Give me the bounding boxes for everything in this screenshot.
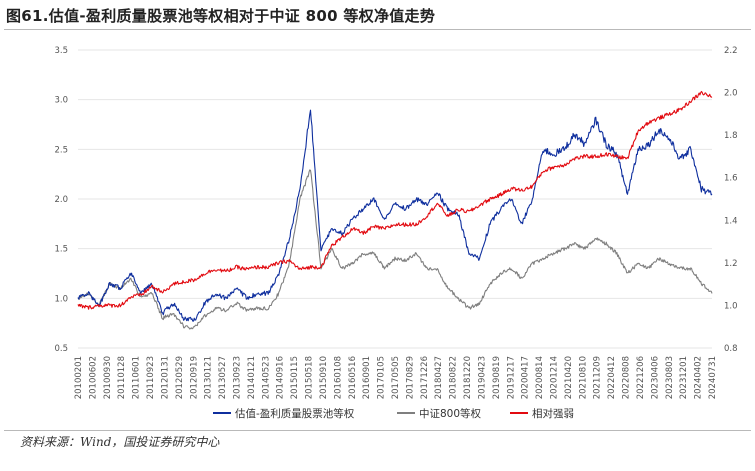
right-tick-label: 2.0 (724, 89, 738, 99)
x-tick-label: 20170505 (391, 356, 401, 399)
title-divider (4, 29, 751, 30)
right-tick-label: 1.2 (724, 259, 738, 269)
x-tick-label: 20170829 (405, 356, 415, 399)
x-tick-label: 20180822 (449, 356, 459, 399)
x-tick-label: 20120919 (189, 356, 199, 399)
x-tick-label: 20150115 (290, 356, 300, 399)
left-tick-label: 3.0 (54, 96, 68, 106)
left-tick-label: 2.5 (54, 145, 68, 155)
x-tick-label: 20190423 (477, 356, 487, 399)
x-tick-label: 20180427 (434, 356, 444, 399)
x-tick-label: 20230406 (650, 356, 660, 399)
source-divider (4, 430, 751, 431)
x-tick-label: 20100930 (103, 356, 113, 399)
x-tick-label: 20140523 (261, 356, 271, 399)
x-tick-label: 20160108 (333, 356, 343, 399)
x-tick-label: 20150910 (319, 356, 329, 399)
x-tick-label: 20240731 (708, 356, 718, 399)
right-tick-label: 0.8 (724, 344, 738, 354)
right-tick-label: 1.4 (724, 216, 738, 226)
x-tick-label: 20190819 (492, 356, 502, 399)
right-tick-label: 1.6 (724, 174, 738, 184)
left-tick-label: 3.5 (54, 46, 68, 56)
x-tick-label: 20170105 (377, 356, 387, 399)
x-tick-label: 20120529 (175, 356, 185, 399)
x-tick-label: 20160516 (348, 356, 358, 399)
x-tick-label: 20140916 (276, 356, 286, 399)
x-axis-ticks: 20100201 20100602 20100930 20110128 20110601… (74, 356, 718, 399)
legend-label-1: 中证800等权 (419, 407, 482, 420)
x-tick-label: 20130121 (204, 356, 214, 399)
x-tick-label: 20120131 (160, 356, 170, 399)
x-tick-label: 20220808 (622, 356, 632, 399)
legend-label-2: 相对强弱 (532, 407, 574, 420)
x-tick-label: 20140121 (247, 356, 257, 399)
x-tick-label: 20110128 (117, 356, 127, 399)
x-tick-label: 20110601 (132, 356, 142, 399)
chart-title: 图61.估值-盈利质量股票池等权相对于中证 800 等权净值走势 (6, 7, 436, 25)
right-tick-label: 2.2 (724, 46, 738, 56)
x-tick-label: 20110923 (146, 356, 156, 399)
grid-lines (78, 49, 712, 349)
x-tick-label: 20160901 (362, 356, 372, 399)
x-tick-label: 20220412 (607, 356, 617, 399)
left-axis-ticks: 0.5 1.0 1.5 2.0 2.5 3.0 3.5 (54, 46, 68, 354)
x-tick-label: 20200814 (535, 356, 545, 399)
left-tick-label: 2.0 (54, 195, 68, 205)
right-axis-ticks: 0.8 1.0 1.2 1.4 1.6 1.8 2.0 2.2 (724, 46, 738, 354)
series-line-2 (77, 90, 713, 310)
x-tick-label: 20150518 (305, 356, 315, 399)
left-tick-label: 1.0 (54, 294, 68, 304)
legend: 估值-盈利质量股票池等权 中证800等权 相对强弱 (213, 407, 574, 420)
left-tick-label: 0.5 (54, 344, 68, 354)
x-tick-label: 20100201 (74, 356, 84, 399)
left-tick-label: 1.5 (54, 245, 68, 255)
x-tick-label: 20221206 (636, 356, 646, 399)
x-tick-label: 20231201 (679, 356, 689, 399)
legend-label-0: 估值-盈利质量股票池等权 (235, 407, 355, 420)
right-tick-label: 1.0 (724, 301, 738, 311)
x-tick-label: 20240402 (694, 356, 704, 399)
series-lines (77, 90, 713, 330)
source-note: 资料来源：Wind，国投证券研究中心 (20, 435, 220, 449)
x-tick-label: 20201214 (550, 356, 560, 399)
x-tick-label: 20181220 (463, 356, 473, 399)
x-tick-label: 20210810 (578, 356, 588, 399)
series-line-0 (77, 109, 713, 322)
series-line-1 (77, 169, 713, 330)
x-tick-label: 20191217 (506, 356, 516, 399)
x-tick-label: 20130923 (233, 356, 243, 399)
line-chart: 0.5 1.0 1.5 2.0 2.5 3.0 3.5 0.8 1.0 1.2 1.4 1.6 1.8… (54, 46, 738, 420)
right-tick-label: 1.8 (724, 131, 738, 141)
x-tick-label: 20171226 (420, 356, 430, 399)
x-tick-label: 20211209 (593, 356, 603, 399)
x-tick-label: 20230803 (665, 356, 675, 399)
x-tick-label: 20200417 (521, 356, 531, 399)
x-tick-label: 20210420 (564, 356, 574, 399)
x-tick-label: 20100602 (88, 356, 98, 399)
x-tick-label: 20130527 (218, 356, 228, 399)
